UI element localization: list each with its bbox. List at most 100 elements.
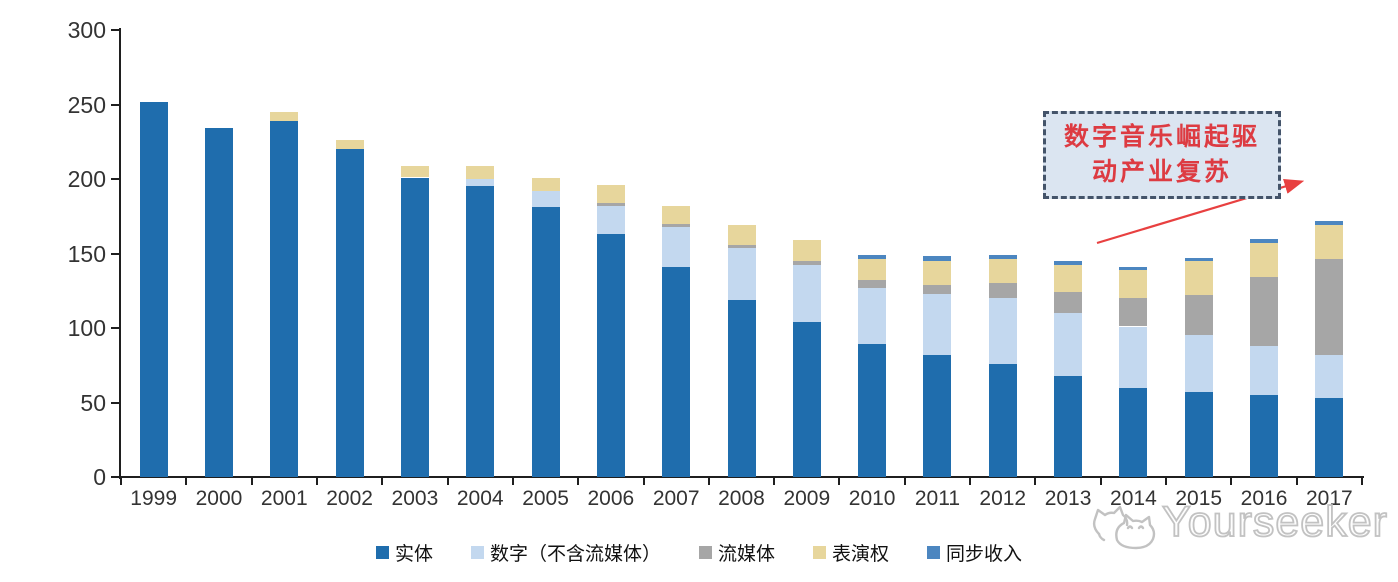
x-axis-tick xyxy=(773,477,776,485)
bar-segment xyxy=(1315,398,1344,477)
bar-segment xyxy=(270,111,299,121)
x-axis-category-label: 2000 xyxy=(195,487,243,510)
bar-segment xyxy=(662,266,691,477)
x-axis-line xyxy=(113,476,1364,478)
y-axis-tick-label: 250 xyxy=(67,91,106,118)
x-axis-category-label: 2014 xyxy=(1110,487,1157,510)
bar-segment xyxy=(1250,277,1279,346)
bar-segment xyxy=(1054,313,1083,376)
bar-segment xyxy=(204,128,233,477)
bar-segment xyxy=(858,344,887,477)
x-axis-tick xyxy=(1230,477,1233,485)
legend-item: 表演权 xyxy=(813,539,889,566)
y-axis-tick-label: 100 xyxy=(67,315,106,341)
legend-item: 流媒体 xyxy=(698,539,775,566)
bar-segment xyxy=(400,177,429,477)
y-axis-line xyxy=(119,28,121,479)
bar-segment xyxy=(858,259,887,281)
watermark: Yourseeker xyxy=(1086,494,1388,550)
legend-item: 数字（不含流媒体） xyxy=(470,539,661,566)
y-axis-tick xyxy=(111,327,119,329)
x-axis-category-label: 2009 xyxy=(783,487,831,510)
x-axis-category-label: 2013 xyxy=(1044,487,1092,510)
bar-segment xyxy=(988,254,1017,260)
bar-segment xyxy=(1054,260,1083,266)
bar-segment xyxy=(662,223,691,227)
bar-segment xyxy=(335,149,364,477)
bar-segment xyxy=(1054,265,1083,293)
legend-swatch-icon xyxy=(375,545,389,559)
x-axis-tick xyxy=(446,477,449,485)
y-axis-tick-label: 0 xyxy=(93,464,106,490)
bar-segment xyxy=(727,244,756,248)
bar-segment xyxy=(923,354,952,477)
x-axis-category-label: 2005 xyxy=(522,487,569,510)
bar-segment xyxy=(1250,345,1279,396)
bar-segment xyxy=(792,265,821,323)
x-axis-category-label: 2004 xyxy=(456,487,504,510)
bar-segment xyxy=(988,259,1017,284)
bar-segment xyxy=(596,184,625,203)
bar-segment xyxy=(1119,326,1148,388)
x-axis-category-label: 2016 xyxy=(1240,487,1288,510)
y-axis-tick-label: 300 xyxy=(67,17,106,43)
annotation-text-line1: 数字音乐崛起驱 xyxy=(1063,124,1260,151)
legend-label: 数字（不含流媒体） xyxy=(489,543,661,565)
y-axis-tick xyxy=(111,103,119,106)
bar-segment xyxy=(662,205,691,224)
x-axis-tick xyxy=(511,477,514,485)
legend-label: 表演权 xyxy=(832,543,890,565)
bar-segment xyxy=(1250,238,1279,244)
x-axis-tick xyxy=(577,477,580,485)
bar-segment xyxy=(1184,260,1213,296)
legend-swatch-icon xyxy=(698,545,712,559)
x-axis-category-label: 2017 xyxy=(1305,487,1353,510)
x-axis-category-label: 2012 xyxy=(979,487,1027,510)
legend-label: 同步收入 xyxy=(946,543,1023,565)
x-axis-category-label: 2011 xyxy=(914,487,961,510)
bar-segment xyxy=(1315,259,1344,355)
bar-segment xyxy=(1184,257,1213,261)
bar-segment xyxy=(1250,243,1279,278)
x-axis-tick xyxy=(1165,477,1168,485)
x-axis-tick xyxy=(1034,477,1037,485)
legend-swatch-icon xyxy=(470,545,484,559)
x-axis-tick xyxy=(1361,477,1363,485)
bar-segment xyxy=(596,234,625,477)
bar-segment xyxy=(1315,354,1344,399)
bar-segment xyxy=(596,205,625,235)
bar-segment xyxy=(858,254,887,260)
y-axis-tick xyxy=(111,401,119,404)
x-axis-category-label: 2007 xyxy=(652,487,700,510)
x-axis-category-label: 2003 xyxy=(391,487,439,510)
bar-segment xyxy=(727,247,756,300)
y-axis-tick-label: 150 xyxy=(67,240,106,267)
x-axis-tick xyxy=(381,477,384,485)
x-axis-tick xyxy=(903,477,906,485)
x-axis-category-label: 2001 xyxy=(260,487,308,510)
annotation-box: 数字音乐崛起驱 动产业复苏 xyxy=(1043,111,1281,199)
bar-segment xyxy=(792,322,821,477)
bar-segment xyxy=(1184,392,1213,477)
bar-segment xyxy=(858,280,887,288)
legend-label: 流媒体 xyxy=(717,543,775,565)
x-axis-category-label: 1999 xyxy=(130,487,178,510)
bar-segment xyxy=(270,120,299,477)
bar-segment xyxy=(1054,375,1083,477)
bar-segment xyxy=(662,226,691,267)
bar-segment xyxy=(531,207,560,477)
y-axis-tick-label: 200 xyxy=(67,166,106,192)
bar-segment xyxy=(988,298,1017,364)
bar-segment xyxy=(531,177,560,191)
x-axis-tick xyxy=(642,477,645,485)
y-axis-tick xyxy=(111,476,119,478)
cat-logo-icon xyxy=(1092,505,1156,550)
bar-segment xyxy=(1119,269,1148,299)
bar-segment xyxy=(531,190,560,208)
x-axis-tick xyxy=(315,477,318,485)
bar-segment xyxy=(727,225,756,245)
bar-segment xyxy=(466,186,495,477)
bar-segment xyxy=(1119,387,1148,477)
bar-segment xyxy=(1119,298,1148,327)
